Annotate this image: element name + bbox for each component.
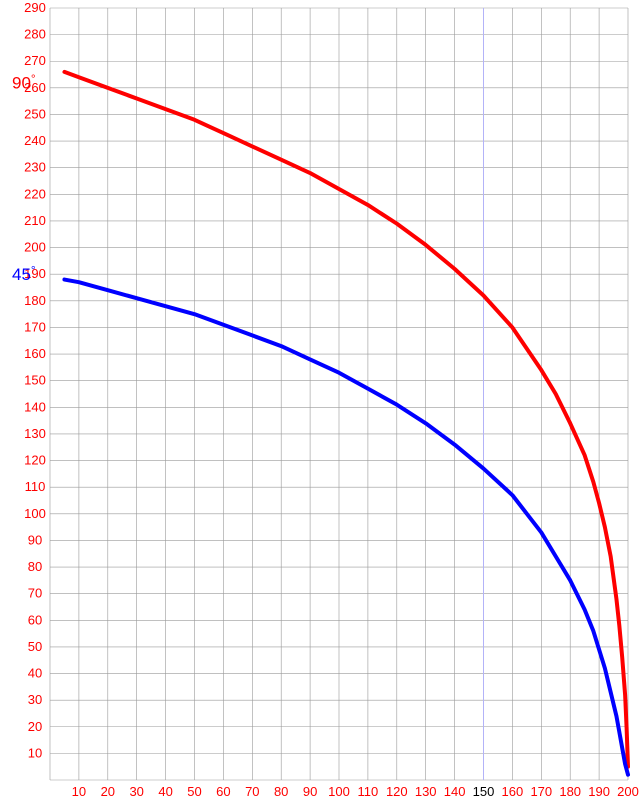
- y-tick-label: 270: [24, 53, 46, 68]
- y-tick-label: 230: [24, 160, 46, 175]
- x-tick-label: 50: [187, 784, 201, 799]
- x-tick-label: 160: [502, 784, 524, 799]
- y-tick-label: 30: [28, 692, 42, 707]
- x-tick-label: 90: [303, 784, 317, 799]
- x-tick-label: 60: [216, 784, 230, 799]
- y-tick-label: 280: [24, 27, 46, 42]
- y-tick-label: 140: [24, 399, 46, 414]
- y-tick-label: 50: [28, 639, 42, 654]
- y-tick-label: 130: [24, 426, 46, 441]
- y-tick-label: 240: [24, 133, 46, 148]
- x-tick-label: 110: [358, 784, 379, 799]
- y-tick-label: 120: [24, 453, 46, 468]
- y-tick-label: 80: [28, 559, 42, 574]
- y-tick-label: 100: [24, 506, 46, 521]
- y-tick-label: 70: [28, 586, 42, 601]
- x-tick-label: 20: [101, 784, 115, 799]
- x-tick-label: 10: [72, 784, 86, 799]
- x-tick-label: 180: [559, 784, 581, 799]
- y-tick-label: 60: [28, 612, 42, 627]
- x-tick-label: 30: [129, 784, 143, 799]
- x-tick-label: 100: [328, 784, 350, 799]
- y-tick-label: 210: [24, 213, 46, 228]
- chart-svg: 10 20 30 40 50 60 70 80 90 100 110 120 130 140 150 160 1…: [0, 0, 640, 800]
- y-tick-label: 290: [24, 0, 46, 15]
- x-tick-label: 190: [588, 784, 610, 799]
- x-tick-label: 200: [617, 784, 639, 799]
- y-tick-label: 160: [24, 346, 46, 361]
- x-tick-label: 40: [158, 784, 172, 799]
- y-tick-label: 150: [24, 373, 46, 388]
- y-tick-label: 170: [24, 319, 46, 334]
- y-tick-label: 20: [28, 719, 42, 734]
- y-tick-label: 220: [24, 186, 46, 201]
- x-tick-label: 170: [530, 784, 552, 799]
- x-tick-label: 150: [473, 784, 495, 799]
- x-tick-label: 120: [386, 784, 408, 799]
- x-tick-label: 80: [274, 784, 288, 799]
- y-tick-label: 180: [24, 293, 46, 308]
- line-chart: 10 20 30 40 50 60 70 80 90 100 110 120 130 140 150 160 1…: [0, 0, 640, 800]
- y-tick-label: 10: [28, 745, 42, 760]
- y-tick-label: 40: [28, 666, 42, 681]
- y-tick-label: 90: [28, 532, 42, 547]
- x-tick-label: 140: [444, 784, 466, 799]
- x-tick-label: 130: [415, 784, 437, 799]
- y-tick-label: 110: [25, 479, 46, 494]
- x-tick-label: 70: [245, 784, 259, 799]
- y-tick-label: 250: [24, 106, 46, 121]
- y-tick-label: 200: [24, 240, 46, 255]
